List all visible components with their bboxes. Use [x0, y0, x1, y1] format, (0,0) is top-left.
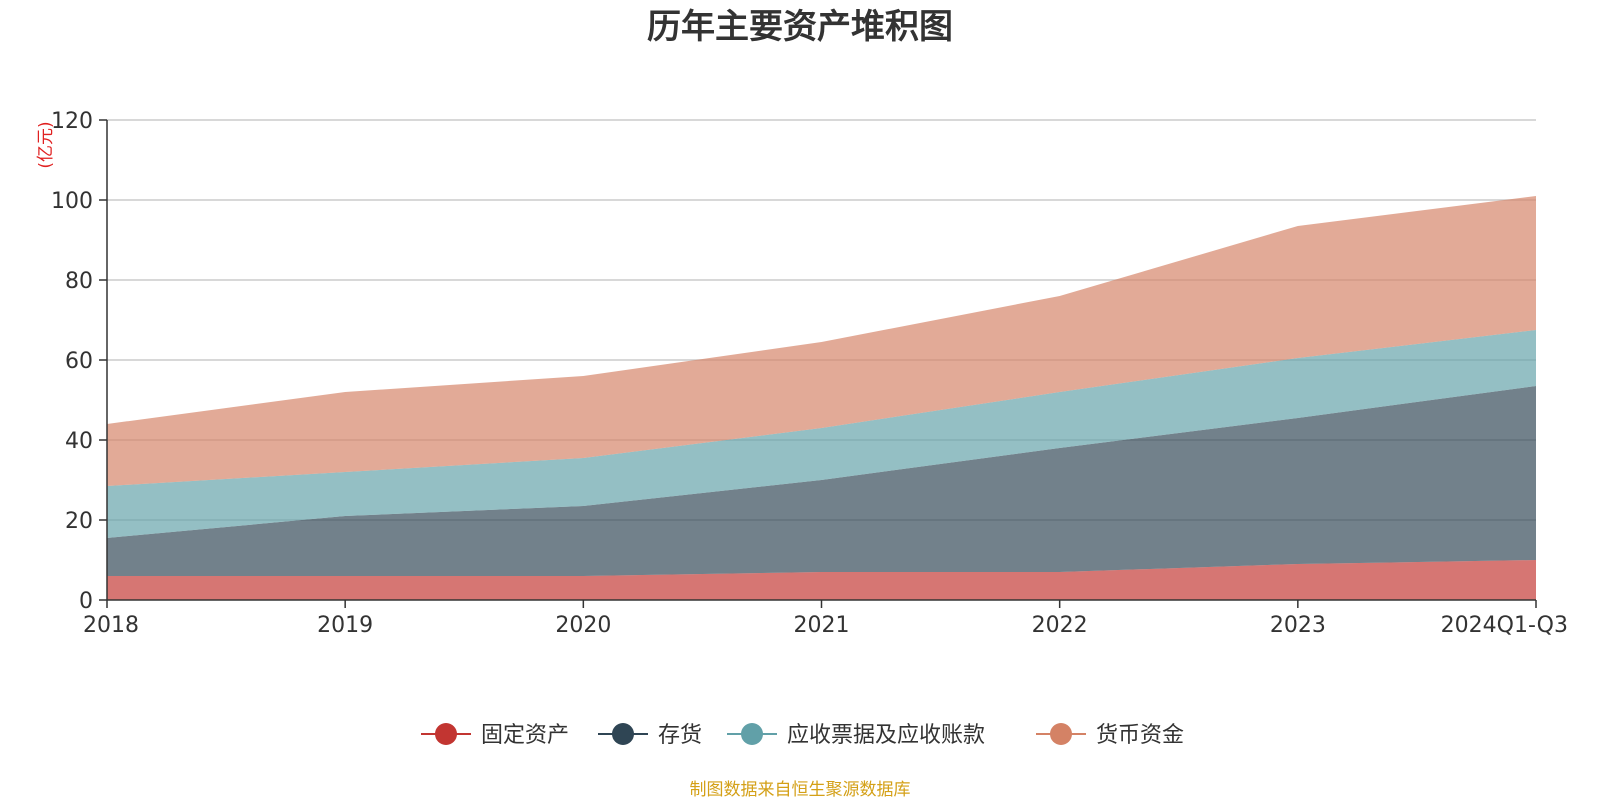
y-axis-unit-label: (亿元) [36, 121, 56, 168]
axes: 0 20 40 60 80 100 120 2018 2019 2020 2021 2022 2023 2… [51, 109, 1568, 638]
y-tick-label: 100 [51, 189, 93, 214]
legend-marker [1050, 723, 1072, 745]
x-tick-label: 2023 [1270, 613, 1326, 638]
y-tick-label: 80 [65, 269, 93, 294]
x-tick-label: 2020 [555, 613, 611, 638]
x-tick-label: 2024Q1-Q3 [1441, 613, 1568, 638]
legend-label: 货币资金 [1096, 723, 1184, 748]
legend-item-3[interactable]: 货币资金 [1036, 723, 1184, 748]
chart-title: 历年主要资产堆积图 [647, 7, 953, 47]
y-tick-label: 60 [65, 349, 93, 374]
legend[interactable]: 固定资产 存货 应收票据及应收账款 货币资金 [421, 723, 1184, 748]
legend-marker [741, 723, 763, 745]
area-series-2 [107, 330, 1536, 538]
legend-item-1[interactable]: 存货 [598, 723, 702, 748]
area-series-3 [107, 196, 1536, 486]
x-tick-label: 2021 [794, 613, 850, 638]
area-series-0 [107, 560, 1536, 600]
legend-item-0[interactable]: 固定资产 [421, 723, 569, 748]
legend-marker [612, 723, 634, 745]
data-source-note: 制图数据来自恒生聚源数据库 [690, 780, 911, 800]
legend-label: 存货 [658, 723, 702, 748]
legend-item-2[interactable]: 应收票据及应收账款 [727, 723, 985, 748]
y-tick-label: 0 [79, 589, 93, 614]
legend-label: 应收票据及应收账款 [787, 723, 985, 748]
x-tick-label: 2019 [317, 613, 373, 638]
legend-marker [435, 723, 457, 745]
y-tick-label: 20 [65, 509, 93, 534]
x-tick-label: 2018 [83, 613, 139, 638]
area-series-1 [107, 386, 1536, 576]
x-tick-label: 2022 [1032, 613, 1088, 638]
area-series [107, 196, 1536, 600]
y-tick-label: 120 [51, 109, 93, 134]
y-tick-label: 40 [65, 429, 93, 454]
legend-label: 固定资产 [481, 723, 569, 748]
